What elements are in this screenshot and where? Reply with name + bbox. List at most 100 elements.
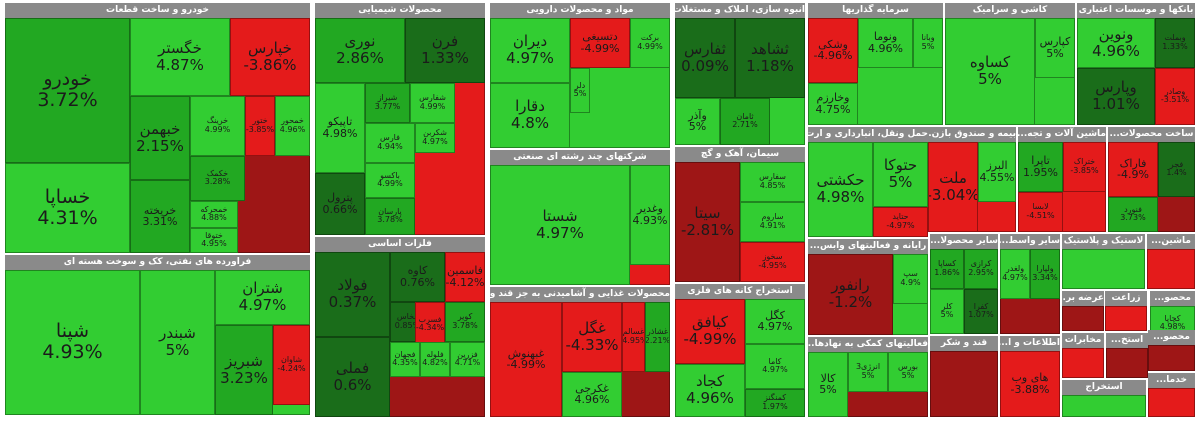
sector-electric[interactable]: ماشین... bbox=[1147, 234, 1195, 289]
stock-tile[interactable]: پترول 0.66% bbox=[315, 173, 365, 235]
stock-tile[interactable]: غگل -4.33% bbox=[562, 302, 622, 372]
sector-insurance[interactable]: بیمه و صندوق بازن... ملت -3.04% البرز 4.55% bbox=[928, 127, 1016, 232]
stock-tile[interactable]: باکسو 4.99% bbox=[365, 163, 415, 198]
stock-tile[interactable]: وغدیر 4.93% bbox=[630, 165, 670, 265]
stock-tile[interactable]: شیراز 3.77% bbox=[365, 83, 410, 123]
stock-tile[interactable]: دیران 4.97% bbox=[490, 18, 570, 83]
stock-tile[interactable]: خکمک 3.28% bbox=[190, 156, 245, 201]
stock-tile[interactable]: کساوه 5% bbox=[945, 18, 1035, 125]
stock-tile[interactable]: ملت -3.04% bbox=[928, 142, 978, 232]
stock-tile[interactable]: خمحور 4.96% bbox=[275, 96, 310, 156]
stock-tile[interactable]: سیتا -2.81% bbox=[675, 162, 740, 282]
stock-tile[interactable]: سخوز -4.95% bbox=[740, 242, 805, 282]
stock-tile[interactable]: شتران 4.97% bbox=[215, 270, 310, 325]
stock-tile[interactable]: تاپیکو 4.98% bbox=[315, 83, 365, 173]
stock-tile[interactable]: فولاد 0.37% bbox=[315, 252, 390, 337]
stock-tile[interactable]: کگل 4.97% bbox=[745, 299, 805, 344]
stock-tile[interactable]: وشکی -4.96% bbox=[808, 18, 858, 83]
stock-tile[interactable]: خمحرکه 4.88% bbox=[190, 201, 238, 228]
stock-tile[interactable]: شکربن 4.97% bbox=[415, 123, 455, 153]
sector-pharma[interactable]: مواد و محصولات دارویی دیران 4.97% دقارا 4.8%… bbox=[490, 3, 670, 148]
stock-tile[interactable]: غشاذر 2.21% bbox=[645, 302, 670, 372]
stock-tile[interactable]: کیافق -4.99% bbox=[675, 299, 745, 364]
sector-cement[interactable]: سیمان، آهک و گچ سیتا -2.81% سفارس 4.85% سخوز -… bbox=[675, 147, 805, 282]
sector-computer[interactable]: رایانه و فعالیتهای وابس... رانفور -1.2% سپ 4… bbox=[808, 239, 928, 335]
stock-tile[interactable]: فجهان 4.35% bbox=[390, 342, 420, 377]
sector-finance[interactable]: فعالیتهای کمکی به نهادها... کالا 5% انرژی3 5… bbox=[808, 337, 928, 417]
stock-tile[interactable]: ختور -3.85% bbox=[245, 96, 275, 156]
sector-info[interactable]: اطلاعات و ا... های وب -3.88% bbox=[1000, 336, 1060, 417]
stock-tile[interactable]: غبهنوش -4.99% bbox=[490, 302, 562, 417]
stock-tile[interactable]: شپنا 4.93% bbox=[5, 270, 140, 415]
stock-tile[interactable]: وبملت 1.33% bbox=[1155, 18, 1195, 68]
sector-othermin[interactable]: سایر محصولا... کساپا 1.86% کرازی 2.95% کلر 5% ک… bbox=[930, 234, 998, 334]
stock-tile[interactable]: تاپرا 1.95% bbox=[1018, 142, 1063, 192]
stock-tile[interactable]: های وب -3.88% bbox=[1000, 351, 1060, 417]
sector-misc[interactable]: مخابرات bbox=[1062, 333, 1104, 378]
stock-tile[interactable]: کپارس 5% bbox=[1035, 18, 1075, 78]
stock-tile[interactable]: ختوقا 4.95% bbox=[190, 228, 238, 253]
stock-tile[interactable]: فرن 1.33% bbox=[405, 18, 485, 83]
stock-tile[interactable]: فاسمین -4.12% bbox=[445, 252, 485, 302]
stock-tile[interactable]: وپارس 1.01% bbox=[1077, 68, 1155, 125]
stock-tile[interactable]: لابسا -4.51% bbox=[1018, 192, 1063, 232]
sector-auto[interactable]: خودرو و ساخت قطعات خودرو 3.72% خساپا 4.31% خگ… bbox=[5, 3, 310, 253]
sector-chem[interactable]: محصولات شیمیایی نوری 2.86% فرن 1.33% تاپیکو 4.… bbox=[315, 3, 485, 235]
stock-tile[interactable]: خریخته 3.31% bbox=[130, 180, 190, 253]
stock-tile[interactable]: ولغدر 4.97% bbox=[1000, 249, 1030, 299]
stock-tile[interactable]: ثفارس 0.09% bbox=[675, 18, 735, 98]
stock-tile[interactable]: پارسان 3.78% bbox=[365, 198, 415, 235]
stock-tile[interactable]: شبندر 5% bbox=[140, 270, 215, 415]
stock-tile[interactable]: خبهمن 2.15% bbox=[130, 96, 190, 180]
stock-tile[interactable]: ثشاهد 1.18% bbox=[735, 18, 805, 98]
stock-tile[interactable]: غکرجی 4.96% bbox=[562, 372, 622, 417]
stock-tile[interactable]: حتوکا 5% bbox=[873, 142, 928, 207]
stock-tile[interactable]: خرینگ 4.99% bbox=[190, 96, 245, 156]
stock-tile[interactable]: کاما 4.97% bbox=[745, 344, 805, 389]
stock-tile[interactable]: شستا 4.97% bbox=[490, 165, 630, 285]
stock-tile[interactable]: خپارس -3.86% bbox=[230, 18, 310, 96]
sector-petro[interactable]: فراورده های نفتی، کک و سوخت هسته ای شپنا 4… bbox=[5, 255, 310, 415]
sector-extract[interactable]: استخ... bbox=[1106, 333, 1148, 378]
stock-tile[interactable]: فجر 1.4% bbox=[1158, 142, 1195, 197]
sector-othermetal[interactable]: سایر واسط... ولغدر 4.97% ولپارا 3.34% bbox=[1000, 234, 1060, 334]
stock-tile[interactable]: بورس 5% bbox=[888, 352, 928, 392]
stock-tile[interactable]: شاوان -4.24% bbox=[273, 325, 310, 405]
stock-tile[interactable]: کفرا 1.07% bbox=[964, 289, 998, 334]
sector-misc2[interactable]: استخراج bbox=[1062, 380, 1146, 417]
stock-tile[interactable]: خگستر 4.87% bbox=[130, 18, 230, 96]
sector-transport[interactable]: حمل ونقل، انبارداری و ارت... حکشتی 4.98% حت… bbox=[808, 127, 928, 237]
stock-tile[interactable]: شبریز 3.23% bbox=[215, 325, 273, 415]
sector-realestate[interactable]: انبوه سازی، املاک و مستغلات ثفارس 0.09% ثشا… bbox=[675, 3, 805, 145]
stock-tile[interactable]: کویر 3.78% bbox=[445, 302, 485, 342]
stock-tile[interactable]: فسرب -4.34% bbox=[415, 302, 445, 347]
stock-tile[interactable]: حتاید -4.97% bbox=[873, 207, 928, 237]
stock-tile[interactable]: انرژی3 5% bbox=[848, 352, 888, 392]
sector-banks[interactable]: بانکها و موسسات اعتباری ونوین 4.96% وپارس 1.… bbox=[1077, 3, 1195, 125]
stock-tile[interactable]: وبانا 5% bbox=[913, 18, 943, 68]
stock-tile[interactable]: فارس 4.94% bbox=[365, 123, 415, 163]
stock-tile[interactable]: شفارس 4.99% bbox=[410, 83, 455, 123]
stock-tile[interactable]: کرازی 2.95% bbox=[964, 249, 998, 289]
stock-tile[interactable]: سپ 4.9% bbox=[893, 254, 928, 304]
sector-metals[interactable]: فلزات اساسی فولاد 0.37% کاوه 0.76% فاسمین -4.1… bbox=[315, 237, 485, 417]
stock-tile[interactable]: وصادر -3.51% bbox=[1155, 68, 1195, 125]
stock-tile[interactable]: فلوله 4.82% bbox=[420, 342, 450, 377]
stock-tile[interactable]: دقارا 4.8% bbox=[490, 83, 570, 148]
stock-tile[interactable]: کساپا 1.86% bbox=[930, 249, 964, 289]
sector-mining[interactable]: استخراج کانه های فلزی کیافق -4.99% کگل 4.97%… bbox=[675, 284, 805, 417]
stock-tile[interactable]: فاراک -4.9% bbox=[1108, 142, 1158, 197]
stock-tile[interactable]: ونوما 4.96% bbox=[858, 18, 913, 68]
stock-tile[interactable]: کمنگنز 1.97% bbox=[745, 389, 805, 417]
stock-tile[interactable]: کاوه 0.76% bbox=[390, 252, 445, 302]
sector-misc4[interactable]: محصو... bbox=[1148, 330, 1195, 371]
stock-tile[interactable]: خودرو 3.72% bbox=[5, 18, 130, 163]
sector-misc3[interactable]: خدما... bbox=[1148, 373, 1195, 417]
sector-machinery[interactable]: ماشین آلات و تجه... تاپرا 1.95% ختراک -3.85%… bbox=[1018, 127, 1106, 232]
stock-tile[interactable]: وآذر 5% bbox=[675, 98, 720, 145]
sector-supply[interactable]: عرضه بر... bbox=[1062, 291, 1104, 331]
sector-food[interactable]: محصولات غذایی و آشامیدنی به جز قند و غبهن… bbox=[490, 287, 670, 417]
stock-tile[interactable]: البرز 4.55% bbox=[978, 142, 1016, 202]
stock-tile[interactable]: نوری 2.86% bbox=[315, 18, 405, 83]
sector-sugar[interactable]: قند و شکر bbox=[930, 336, 998, 417]
